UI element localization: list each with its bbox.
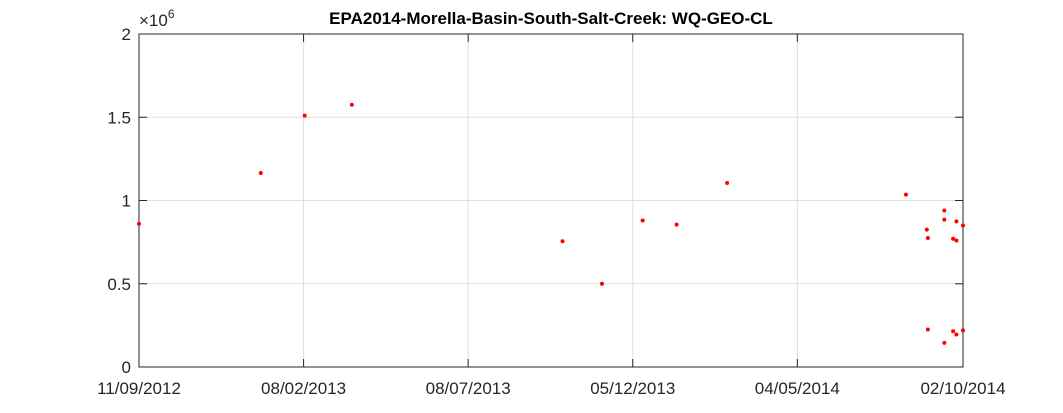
- data-point: [600, 281, 605, 286]
- x-tick-label: 08/02/2013: [261, 379, 346, 398]
- tick-marks: [138, 33, 964, 368]
- data-point: [925, 235, 930, 240]
- data-point: [924, 227, 929, 232]
- data-point: [560, 239, 565, 244]
- grid-lines: [139, 34, 963, 367]
- data-point: [137, 221, 141, 226]
- x-tick-label: 08/07/2013: [426, 379, 511, 398]
- y-tick-label: 1: [122, 192, 131, 211]
- chart-title: EPA2014-Morella-Basin-South-Salt-Creek: …: [329, 9, 773, 28]
- y-tick-label: 1.5: [107, 108, 131, 127]
- data-point: [925, 327, 930, 332]
- data-point: [954, 332, 959, 337]
- data-point: [942, 217, 947, 222]
- x-tick-labels: 11/09/2012 08/02/2013 08/07/2013 05/12/2013…: [97, 379, 1005, 398]
- data-point: [640, 218, 645, 223]
- y-exponent-base: ×10: [139, 11, 168, 30]
- data-point: [258, 171, 263, 176]
- y-tick-label: 2: [122, 25, 131, 44]
- y-tick-labels: 0 0.5 1 1.5 2: [107, 25, 131, 377]
- x-tick-label: 04/05/2014: [755, 379, 840, 398]
- x-tick-label: 05/12/2013: [590, 379, 675, 398]
- data-point: [954, 238, 959, 243]
- data-point: [302, 113, 307, 118]
- data-point: [942, 340, 947, 345]
- x-tick-label: 11/09/2012: [97, 379, 181, 398]
- x-tick-label: 02/10/2014: [920, 379, 1005, 398]
- data-point: [349, 102, 354, 107]
- data-point: [954, 219, 959, 224]
- data-point: [725, 181, 730, 186]
- data-point: [942, 208, 947, 213]
- y-tick-label: 0: [122, 358, 131, 377]
- y-exponent-power: 6: [168, 7, 175, 21]
- data-point: [961, 223, 965, 228]
- y-tick-label: 0.5: [107, 275, 131, 294]
- data-point: [951, 236, 956, 241]
- y-axis-exponent-label: ×106: [139, 7, 175, 30]
- data-point: [961, 328, 965, 333]
- data-point: [674, 222, 679, 227]
- data-point: [903, 192, 908, 197]
- data-points: [137, 102, 965, 345]
- data-point: [951, 329, 956, 334]
